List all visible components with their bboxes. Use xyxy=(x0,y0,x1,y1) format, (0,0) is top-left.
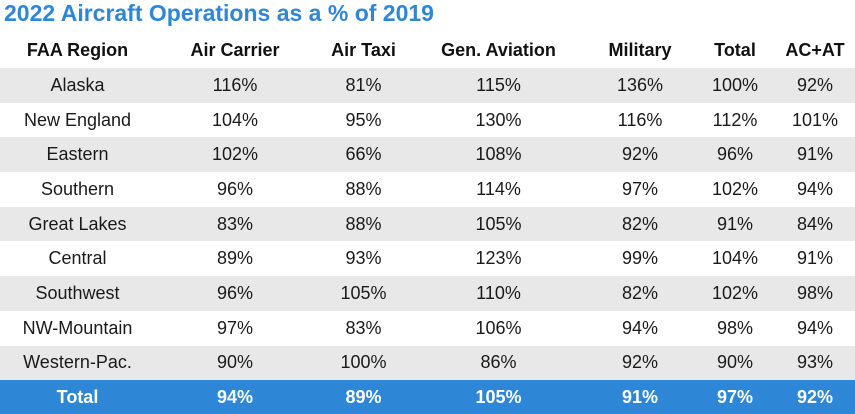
value-cell-gen-aviation: 106% xyxy=(412,310,585,346)
table-row: New England 104% 95% 130% 116% 112% 101% xyxy=(0,102,855,138)
value-cell-total: 96% xyxy=(695,137,775,173)
chart-title: 2022 Aircraft Operations as a % of 2019 xyxy=(4,0,434,26)
value-cell-air-carrier: 104% xyxy=(155,102,315,138)
region-cell: Central xyxy=(0,241,155,277)
total-label-cell: Total xyxy=(0,380,155,414)
value-cell-ac-at: 91% xyxy=(775,241,855,277)
value-cell-air-taxi: 88% xyxy=(315,172,412,207)
value-cell-air-taxi: 81% xyxy=(315,68,412,103)
total-value-cell-air-carrier: 94% xyxy=(155,380,315,414)
total-value-cell-ac-at: 92% xyxy=(775,380,855,414)
column-header-ac-at: AC+AT xyxy=(785,40,845,60)
value-cell-air-carrier: 97% xyxy=(155,310,315,346)
value-cell-air-carrier: 89% xyxy=(155,241,315,277)
value-cell-gen-aviation: 110% xyxy=(412,276,585,311)
header-row: FAA Region Air Carrier Air Taxi Gen. Aviati… xyxy=(0,33,855,68)
table-row: Eastern 102% 66% 108% 92% 96% 91% xyxy=(0,137,855,173)
column-header-region: FAA Region xyxy=(26,40,129,60)
value-cell-ac-at: 94% xyxy=(775,172,855,207)
total-value-cell-military: 91% xyxy=(585,380,695,414)
total-value-cell-air-taxi: 89% xyxy=(315,380,412,414)
value-cell-military: 92% xyxy=(585,345,695,381)
value-cell-total: 104% xyxy=(695,241,775,277)
region-cell: NW-Mountain xyxy=(0,310,155,346)
value-cell-total: 102% xyxy=(695,172,775,207)
value-cell-air-taxi: 88% xyxy=(315,206,412,242)
value-cell-military: 82% xyxy=(585,206,695,242)
total-value-cell-total: 97% xyxy=(695,380,775,414)
value-cell-total: 90% xyxy=(695,345,775,381)
value-cell-total: 98% xyxy=(695,310,775,346)
table-body: Alaska 116% 81% 115% 136% 100% 92% New England 1… xyxy=(0,68,855,381)
value-cell-air-taxi: 66% xyxy=(315,137,412,173)
value-cell-air-taxi: 100% xyxy=(315,345,412,381)
total-row: Total 94% 89% 105% 91% 97% 92% xyxy=(0,380,855,414)
value-cell-ac-at: 91% xyxy=(775,137,855,173)
value-cell-air-taxi: 105% xyxy=(315,276,412,311)
value-cell-military: 136% xyxy=(585,68,695,103)
value-cell-gen-aviation: 115% xyxy=(412,68,585,103)
region-cell: Great Lakes xyxy=(0,206,155,242)
value-cell-total: 112% xyxy=(695,102,775,138)
table-row: Great Lakes 83% 88% 105% 82% 91% 84% xyxy=(0,206,855,242)
column-header-total: Total xyxy=(714,40,756,60)
value-cell-ac-at: 94% xyxy=(775,310,855,346)
column-header-gen-aviation: Gen. Aviation xyxy=(441,40,556,60)
value-cell-gen-aviation: 130% xyxy=(412,102,585,138)
value-cell-air-carrier: 96% xyxy=(155,172,315,207)
value-cell-gen-aviation: 86% xyxy=(412,345,585,381)
value-cell-gen-aviation: 105% xyxy=(412,206,585,242)
value-cell-ac-at: 98% xyxy=(775,276,855,311)
region-cell: Southwest xyxy=(0,276,155,311)
total-value-cell-gen-aviation: 105% xyxy=(412,380,585,414)
value-cell-total: 91% xyxy=(695,206,775,242)
value-cell-air-taxi: 83% xyxy=(315,310,412,346)
region-cell: Alaska xyxy=(0,68,155,103)
region-cell: Eastern xyxy=(0,137,155,173)
region-cell: Southern xyxy=(0,172,155,207)
table-row: Southern 96% 88% 114% 97% 102% 94% xyxy=(0,172,855,207)
region-cell: Western-Pac. xyxy=(0,345,155,381)
value-cell-military: 82% xyxy=(585,276,695,311)
value-cell-military: 99% xyxy=(585,241,695,277)
table-row: NW-Mountain 97% 83% 106% 94% 98% 94% xyxy=(0,310,855,346)
value-cell-air-carrier: 116% xyxy=(155,68,315,103)
value-cell-military: 116% xyxy=(585,102,695,138)
value-cell-air-carrier: 102% xyxy=(155,137,315,173)
value-cell-total: 102% xyxy=(695,276,775,311)
value-cell-air-carrier: 83% xyxy=(155,206,315,242)
value-cell-air-taxi: 93% xyxy=(315,241,412,277)
value-cell-military: 97% xyxy=(585,172,695,207)
value-cell-air-taxi: 95% xyxy=(315,102,412,138)
value-cell-gen-aviation: 123% xyxy=(412,241,585,277)
value-cell-ac-at: 93% xyxy=(775,345,855,381)
operations-table: FAA Region Air Carrier Air Taxi Gen. Aviati… xyxy=(0,33,855,414)
value-cell-air-carrier: 96% xyxy=(155,276,315,311)
value-cell-military: 94% xyxy=(585,310,695,346)
value-cell-ac-at: 101% xyxy=(775,102,855,138)
table-row: Western-Pac. 90% 100% 86% 92% 90% 93% xyxy=(0,345,855,381)
column-header-air-carrier: Air Carrier xyxy=(190,40,280,60)
value-cell-gen-aviation: 108% xyxy=(412,137,585,173)
value-cell-gen-aviation: 114% xyxy=(412,172,585,207)
value-cell-air-carrier: 90% xyxy=(155,345,315,381)
value-cell-ac-at: 84% xyxy=(775,206,855,242)
table-row: Southwest 96% 105% 110% 82% 102% 98% xyxy=(0,276,855,311)
value-cell-military: 92% xyxy=(585,137,695,173)
column-header-air-taxi: Air Taxi xyxy=(331,40,396,60)
region-cell: New England xyxy=(0,102,155,138)
table-row: Alaska 116% 81% 115% 136% 100% 92% xyxy=(0,68,855,103)
value-cell-total: 100% xyxy=(695,68,775,103)
value-cell-ac-at: 92% xyxy=(775,68,855,103)
column-header-military: Military xyxy=(608,40,672,60)
table-row: Central 89% 93% 123% 99% 104% 91% xyxy=(0,241,855,277)
